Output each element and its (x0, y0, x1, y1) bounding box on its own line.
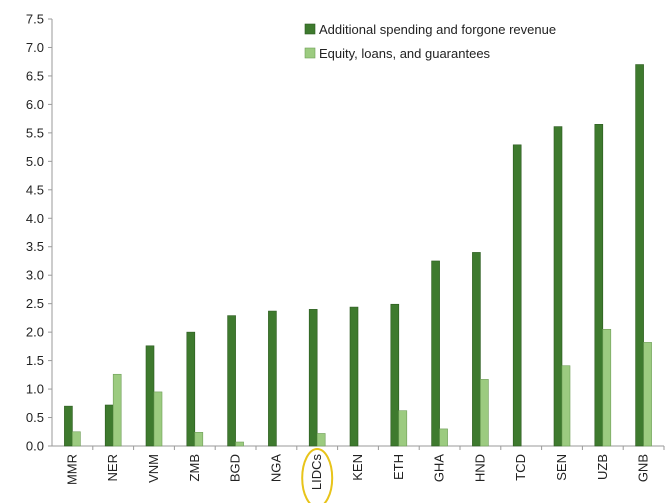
y-tick-label: 7.5 (26, 12, 44, 27)
y-tick-label: 1.5 (26, 353, 44, 368)
bar-spending-sen (553, 126, 563, 447)
bar-spending-bgd (227, 315, 236, 447)
x-tick-label-gnb: GNB (636, 454, 651, 482)
x-tick-label-zmb: ZMB (187, 454, 202, 481)
bar-spending-tcd (512, 144, 522, 447)
legend: Additional spending and forgone revenue E… (304, 22, 556, 61)
x-tick-label-bgd: BGD (228, 454, 243, 482)
x-tick-label-tcd: TCD (513, 454, 528, 481)
y-tick-label: 2.5 (26, 296, 44, 311)
bar-equity-sen (561, 365, 571, 447)
x-tick-label-gha: GHA (432, 454, 447, 483)
bars (64, 64, 652, 447)
legend-label: Equity, loans, and guarantees (319, 46, 491, 61)
bar-equity-bgd (235, 441, 244, 447)
x-tick-label-vnm: VNM (146, 454, 161, 483)
y-tick-label: 4.0 (26, 211, 44, 226)
x-tick-label-sen: SEN (554, 454, 569, 481)
y-tick-label: 0.5 (26, 410, 44, 425)
bar-equity-eth (398, 410, 408, 447)
y-tick-label: 5.5 (26, 125, 44, 140)
bar-spending-gnb (635, 64, 644, 447)
y-tick-label: 1.0 (26, 382, 44, 397)
highlight-ellipse (301, 448, 334, 503)
bar-spending-eth (390, 303, 400, 447)
bar-spending-ner (104, 404, 114, 447)
bar-spending-lidcs (308, 309, 318, 447)
legend-swatch (304, 23, 316, 35)
x-axis-labels: MMR NER VNM ZMB BGD NGA LIDCs KEN ETH GHA HND TCD SE… (64, 448, 651, 503)
x-tick-label-hnd: HND (472, 454, 487, 482)
x-tick-label-lidcs: LIDCs (309, 454, 324, 491)
bar-equity-mmr (72, 431, 81, 447)
y-tick-label: 2.0 (26, 325, 44, 340)
legend-label: Additional spending and forgone revenue (319, 22, 556, 37)
bar-equity-gha (439, 428, 448, 447)
bar-spending-mmr (64, 405, 73, 447)
bar-spending-uzb (594, 124, 604, 447)
y-tick-label: 3.5 (26, 239, 44, 254)
y-tick-label: 4.5 (26, 182, 44, 197)
x-tick-label-ner: NER (105, 454, 120, 481)
y-tick-label: 7.0 (26, 40, 44, 55)
legend-swatch (304, 47, 316, 59)
y-tick-label: 3.0 (26, 268, 44, 283)
bar-spending-vnm (145, 345, 155, 447)
bar-equity-vnm (153, 391, 163, 447)
bar-spending-gha (431, 260, 440, 447)
y-tick-label: 5.0 (26, 154, 44, 169)
bar-spending-hnd (472, 252, 481, 447)
bar-spending-ken (349, 306, 359, 447)
x-tick-label-eth: ETH (391, 454, 406, 480)
bar-equity-ner (112, 373, 122, 447)
bar-spending-nga (268, 310, 277, 447)
bar-equity-hnd (480, 379, 489, 447)
x-tick-label-nga: NGA (268, 454, 283, 483)
x-tick-label-ken: KEN (350, 454, 365, 481)
bar-equity-lidcs (316, 433, 326, 447)
x-tick-label-uzb: UZB (595, 454, 610, 480)
bar-equity-zmb (194, 432, 204, 447)
y-axis-ticks: 0.0 0.5 1.0 1.5 2.0 2.5 3.0 3.5 4.0 4.5 5.0 5.5 6.0 6… (26, 12, 52, 454)
x-tick-label-mmr: MMR (64, 454, 79, 485)
y-tick-label: 6.0 (26, 97, 44, 112)
bar-equity-gnb (643, 342, 652, 447)
bar-spending-zmb (186, 331, 196, 447)
bar-equity-uzb (602, 328, 612, 447)
y-tick-label: 6.5 (26, 68, 44, 83)
y-tick-label: 0.0 (26, 439, 44, 454)
